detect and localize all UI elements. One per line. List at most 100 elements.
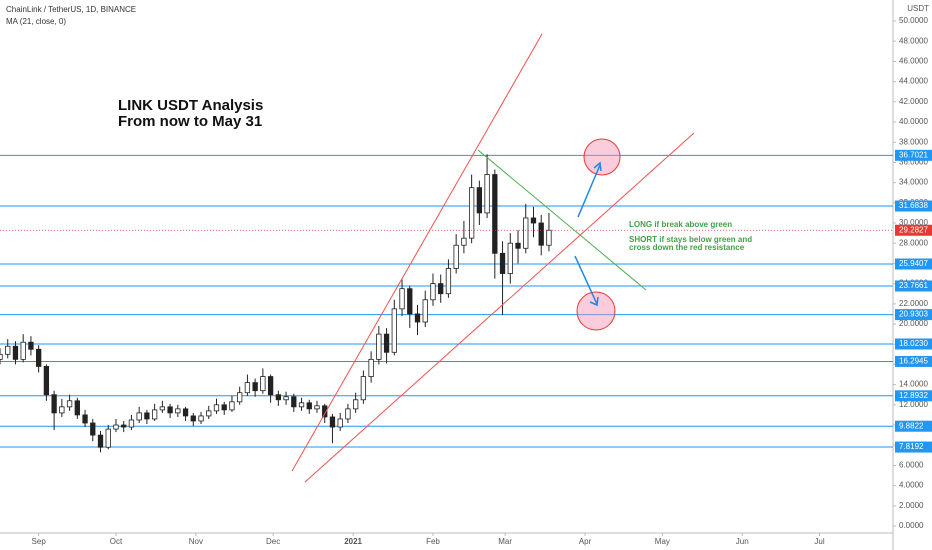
y-tick-label: 30.0000 [899, 218, 928, 227]
candle-body [523, 217, 529, 249]
y-tick-label: 2.0000 [899, 501, 924, 510]
candle-body [51, 394, 57, 414]
candle-body [20, 341, 26, 360]
candle-body [244, 382, 251, 394]
x-tick-label: May [655, 537, 670, 546]
candle-body [113, 424, 119, 430]
channel-upper [291, 33, 543, 472]
annotation: LINK USDT Analysis [118, 97, 263, 114]
candle-body [306, 402, 312, 410]
y-tick-label: 50.0000 [899, 16, 928, 25]
level-label: 20.9303 [899, 310, 928, 319]
candle-body [198, 415, 204, 422]
candle-body [74, 400, 80, 416]
candle-body [422, 299, 428, 323]
marks [0, 154, 893, 453]
level-label: 16.2945 [899, 357, 928, 366]
arrow-down [574, 255, 598, 305]
candle-body [237, 392, 243, 403]
candle-body [275, 394, 281, 401]
level-label: 36.7021 [899, 150, 928, 159]
y-tick-label: 48.0000 [899, 36, 928, 45]
level-label: 18.0230 [899, 339, 928, 348]
level-label: 9.8822 [899, 421, 924, 430]
y-tick-label: 38.0000 [899, 137, 928, 146]
candle-body [291, 396, 297, 408]
candle-body [430, 283, 436, 301]
y-tick-label: 4.0000 [899, 481, 924, 490]
candle-body [353, 399, 359, 410]
last-price-box [895, 224, 932, 236]
candle-body [546, 229, 552, 246]
y-tick-label: 28.0000 [899, 238, 928, 247]
candle-body [128, 419, 135, 428]
candle-body [167, 406, 173, 414]
candle-body [267, 376, 274, 396]
candle-body [66, 400, 73, 408]
candle-body [206, 410, 212, 417]
level-label-box [895, 338, 932, 350]
chart-title: ChainLink / TetherUS, 1D, BINANCE [6, 5, 136, 14]
level-label-box [895, 420, 932, 432]
candle-body [12, 345, 19, 360]
x-tick-label: Oct [110, 537, 123, 546]
y-tick-label: 12.0000 [899, 400, 928, 409]
candle-body [407, 288, 413, 315]
green-trendline [477, 149, 647, 291]
candle-body [229, 401, 235, 411]
candle-body [213, 404, 220, 412]
candle-body [368, 358, 374, 377]
candle-body [97, 434, 104, 448]
candle-body [345, 408, 351, 420]
target-circle [583, 138, 621, 176]
x-tick-label: Sep [32, 537, 47, 546]
candle-body [136, 412, 142, 421]
candle-body [391, 308, 397, 353]
y-tick-label: 44.0000 [899, 77, 928, 86]
candle-body [484, 174, 490, 214]
candle-body [492, 174, 498, 254]
candle-body [530, 217, 537, 224]
x-tick-label: Apr [579, 537, 592, 546]
candle-body [476, 187, 483, 214]
candle-body [59, 406, 65, 414]
level-label-box [895, 390, 932, 402]
candle-body [82, 414, 88, 424]
indicator-label: MA (21, close, 0) [6, 17, 66, 26]
candle-body [0, 353, 3, 360]
target-circle [576, 291, 616, 331]
x-tick-label: Dec [266, 537, 280, 546]
level-label-box [895, 309, 932, 321]
candle-body [468, 187, 475, 239]
level-label-box [895, 280, 932, 292]
candle-body [105, 428, 111, 448]
candle-body [283, 396, 289, 401]
candle-body [376, 333, 382, 360]
candle-body [182, 408, 189, 417]
x-tick-label: Jun [736, 537, 749, 546]
channel-lower [304, 132, 695, 483]
level-label: 7.8192 [899, 442, 924, 451]
candle-body [322, 405, 328, 418]
drawings [291, 33, 695, 483]
candle-body [252, 382, 258, 392]
level-label-box [895, 258, 932, 270]
level-label-box [895, 355, 932, 367]
candle-body [159, 406, 166, 411]
level-label-box [895, 200, 932, 212]
note: cross down the red resistance [629, 243, 745, 252]
candle-body [151, 409, 158, 420]
candle-body [445, 268, 452, 295]
unit-label: USDT [907, 4, 929, 13]
candle-body [121, 424, 127, 428]
candle-body [329, 416, 336, 428]
candle-body [360, 376, 367, 401]
x-tick-label: Jul [814, 537, 824, 546]
candle-body [538, 222, 544, 246]
annotation: From now to May 31 [118, 113, 262, 130]
x-tick-label: Nov [189, 537, 203, 546]
candle-body [298, 402, 305, 408]
level-label-box [895, 149, 932, 161]
candle-body [507, 242, 513, 274]
